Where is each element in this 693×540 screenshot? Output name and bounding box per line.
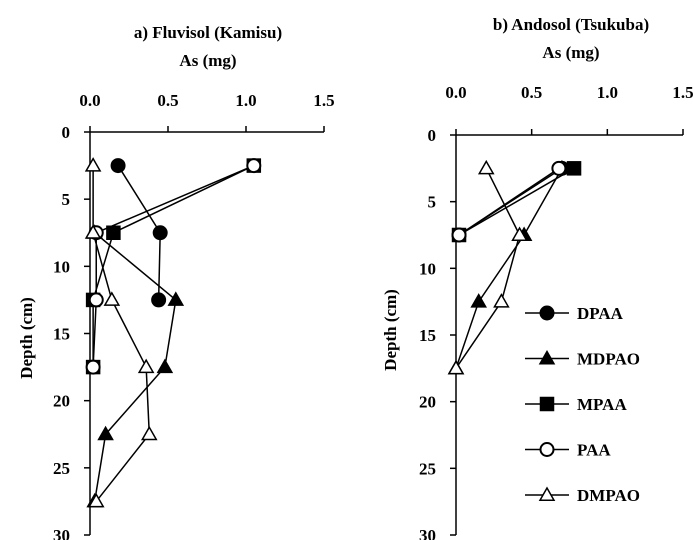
- y-tick-label: 25: [419, 459, 436, 478]
- panel-fluvisol: a) Fluvisol (Kamisu) As (mg) Depth (cm) …: [17, 23, 335, 540]
- y-tick-label: 5: [428, 193, 437, 212]
- series-line-dmpao: [455, 167, 521, 369]
- data-point-dpaa: [152, 225, 168, 241]
- series-line-paa: [92, 164, 255, 368]
- x-axis-label: As (mg): [542, 43, 599, 62]
- data-point-paa: [246, 158, 262, 174]
- data-point-dmpao: [84, 224, 102, 239]
- series-line-mpaa: [92, 164, 255, 368]
- y-tick-label: 0: [428, 126, 437, 145]
- x-tick-label: 1.0: [235, 91, 256, 110]
- x-tick-label: 0.0: [79, 91, 100, 110]
- series-line-mpaa: [458, 167, 575, 236]
- y-tick-label: 15: [419, 326, 436, 345]
- data-point-dmpao: [477, 159, 495, 175]
- legend-label-mdpao: MDPAO: [577, 350, 640, 369]
- y-tick-label: 10: [53, 257, 70, 276]
- data-point-dmpao: [511, 226, 528, 241]
- y-tick-label: 20: [53, 392, 70, 411]
- y-tick-label: 25: [53, 459, 70, 478]
- data-point-dpaa: [110, 158, 126, 174]
- data-point-mpaa: [106, 225, 121, 240]
- panel-andosol: b) Andosol (Tsukuba) As (mg) Depth (cm) …: [381, 15, 693, 540]
- data-point-paa: [451, 227, 467, 243]
- data-point-paa: [88, 292, 104, 308]
- legend: DPAA MDPAO MPAA PAA DMPAO: [525, 304, 640, 505]
- series-line-paa: [458, 167, 560, 236]
- y-tick-label: 10: [419, 259, 436, 278]
- legend-label-paa: PAA: [577, 441, 611, 460]
- x-tick-label: 0.0: [445, 83, 466, 102]
- y-tick-label: 30: [419, 526, 436, 540]
- data-point-mdpao: [156, 358, 174, 374]
- x-axis-label: As (mg): [179, 51, 236, 70]
- data-point-dmpao: [140, 425, 158, 441]
- series-line-dmpao: [92, 165, 151, 502]
- legend-marker-mpaa: [539, 396, 555, 412]
- legend-marker-dmpao: [538, 486, 556, 501]
- x-tick-label: 1.0: [597, 83, 618, 102]
- data-point-paa: [85, 359, 101, 375]
- y-tick-label: 5: [62, 190, 71, 209]
- legend-marker-dpaa: [539, 305, 555, 321]
- data-point-dpaa: [151, 292, 167, 308]
- x-tick-label: 0.5: [521, 83, 542, 102]
- panel-title: b) Andosol (Tsukuba): [493, 15, 649, 34]
- x-tick-label: 0.5: [157, 91, 178, 110]
- data-point-dmpao: [493, 293, 510, 308]
- y-tick-label: 20: [419, 393, 436, 412]
- legend-marker-mdpao: [538, 349, 556, 365]
- legend-label-mpaa: MPAA: [577, 395, 627, 414]
- y-axis-label: Depth (cm): [381, 289, 400, 371]
- series-line-mdpao: [455, 167, 563, 369]
- data-point-dmpao: [447, 359, 465, 375]
- data-point-mdpao: [470, 293, 487, 308]
- legend-label-dpaa: DPAA: [577, 304, 624, 323]
- y-axis-label: Depth (cm): [17, 297, 36, 379]
- data-point-dmpao: [87, 492, 105, 508]
- data-point-mdpao: [97, 425, 114, 441]
- data-point-dmpao: [137, 358, 155, 374]
- data-point-dmpao: [84, 157, 102, 172]
- legend-marker-paa: [539, 442, 555, 457]
- data-point-paa: [551, 160, 567, 176]
- x-tick-label: 1.5: [313, 91, 334, 110]
- legend-label-dmpao: DMPAO: [577, 486, 640, 505]
- y-tick-label: 0: [62, 123, 71, 142]
- data-point-mdpao: [167, 291, 185, 306]
- panel-title: a) Fluvisol (Kamisu): [134, 23, 282, 42]
- y-tick-label: 15: [53, 325, 70, 344]
- y-tick-label: 30: [53, 526, 70, 540]
- data-point-mpaa: [566, 161, 582, 176]
- x-tick-label: 1.5: [672, 83, 693, 102]
- data-point-dmpao: [103, 291, 121, 306]
